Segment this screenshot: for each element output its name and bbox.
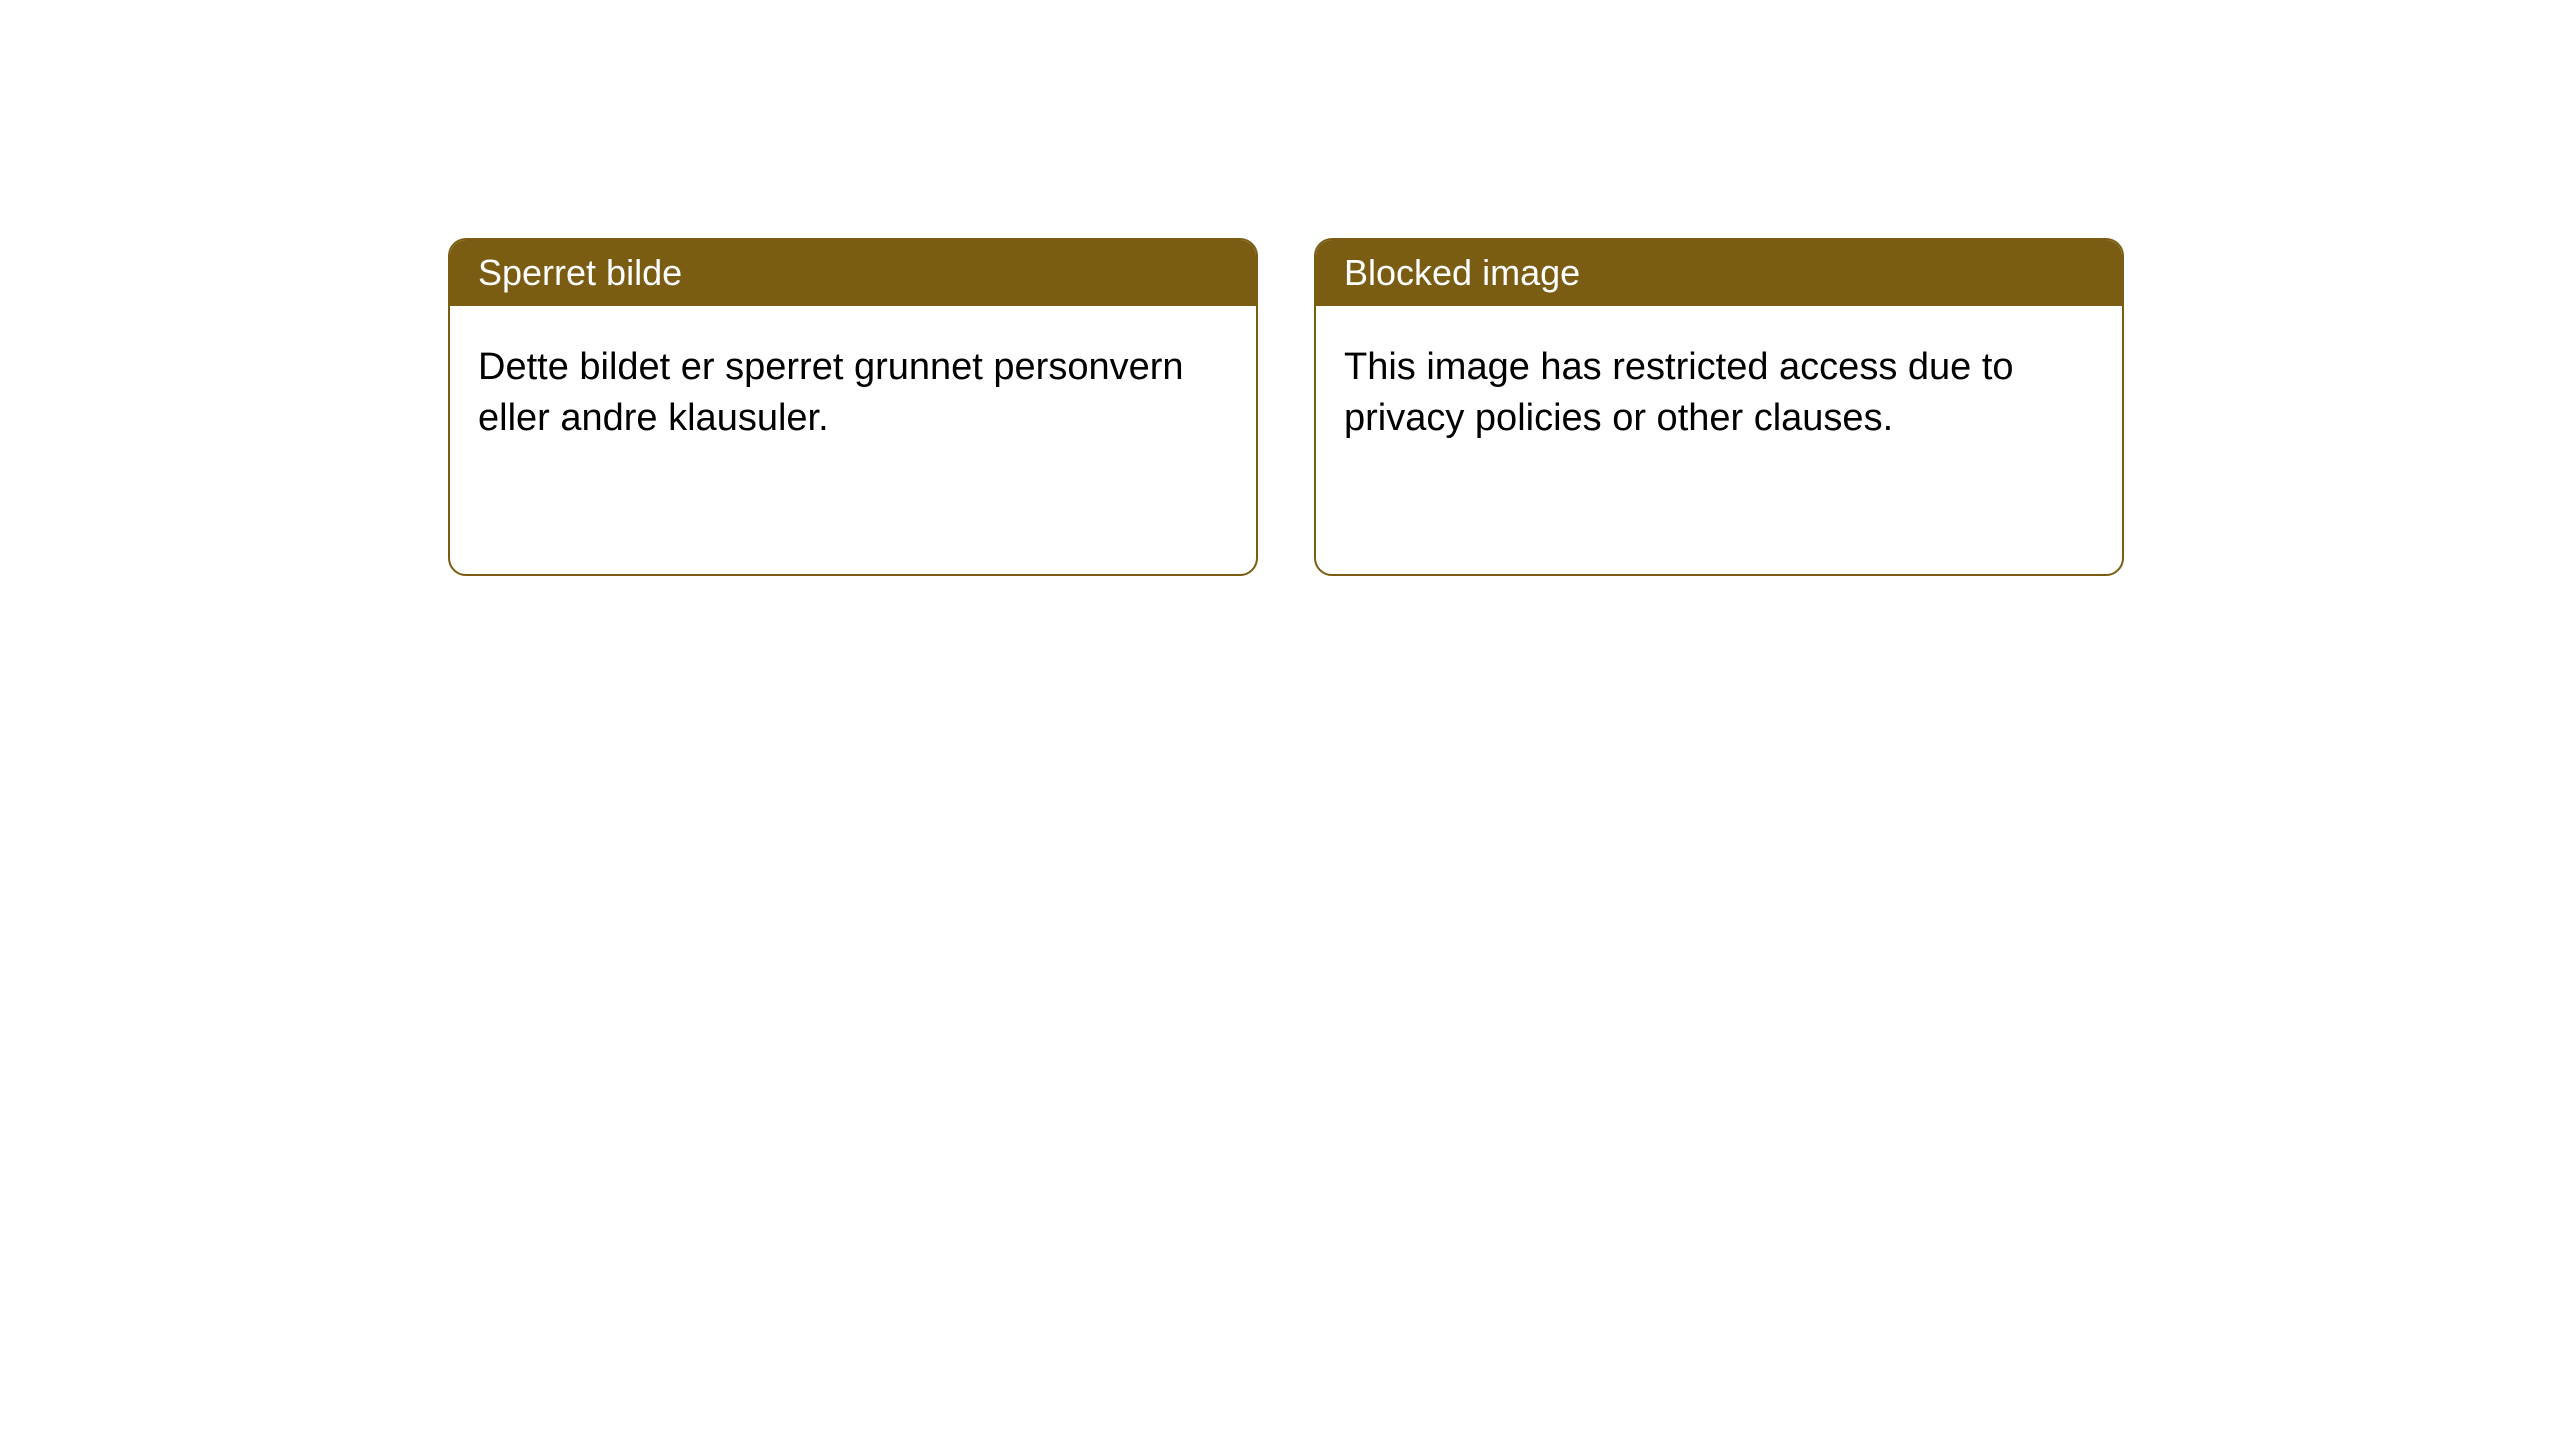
card-header: Blocked image bbox=[1316, 240, 2122, 306]
card-header: Sperret bilde bbox=[450, 240, 1256, 306]
card-body-text: Dette bildet er sperret grunnet personve… bbox=[478, 346, 1184, 439]
card-title: Blocked image bbox=[1344, 252, 1580, 293]
notice-card-norwegian: Sperret bilde Dette bildet er sperret gr… bbox=[448, 238, 1258, 576]
card-body: Dette bildet er sperret grunnet personve… bbox=[450, 306, 1256, 481]
cards-container: Sperret bilde Dette bildet er sperret gr… bbox=[448, 238, 2560, 576]
card-body-text: This image has restricted access due to … bbox=[1344, 346, 2014, 439]
card-body: This image has restricted access due to … bbox=[1316, 306, 2122, 481]
card-title: Sperret bilde bbox=[478, 252, 682, 293]
notice-card-english: Blocked image This image has restricted … bbox=[1314, 238, 2124, 576]
